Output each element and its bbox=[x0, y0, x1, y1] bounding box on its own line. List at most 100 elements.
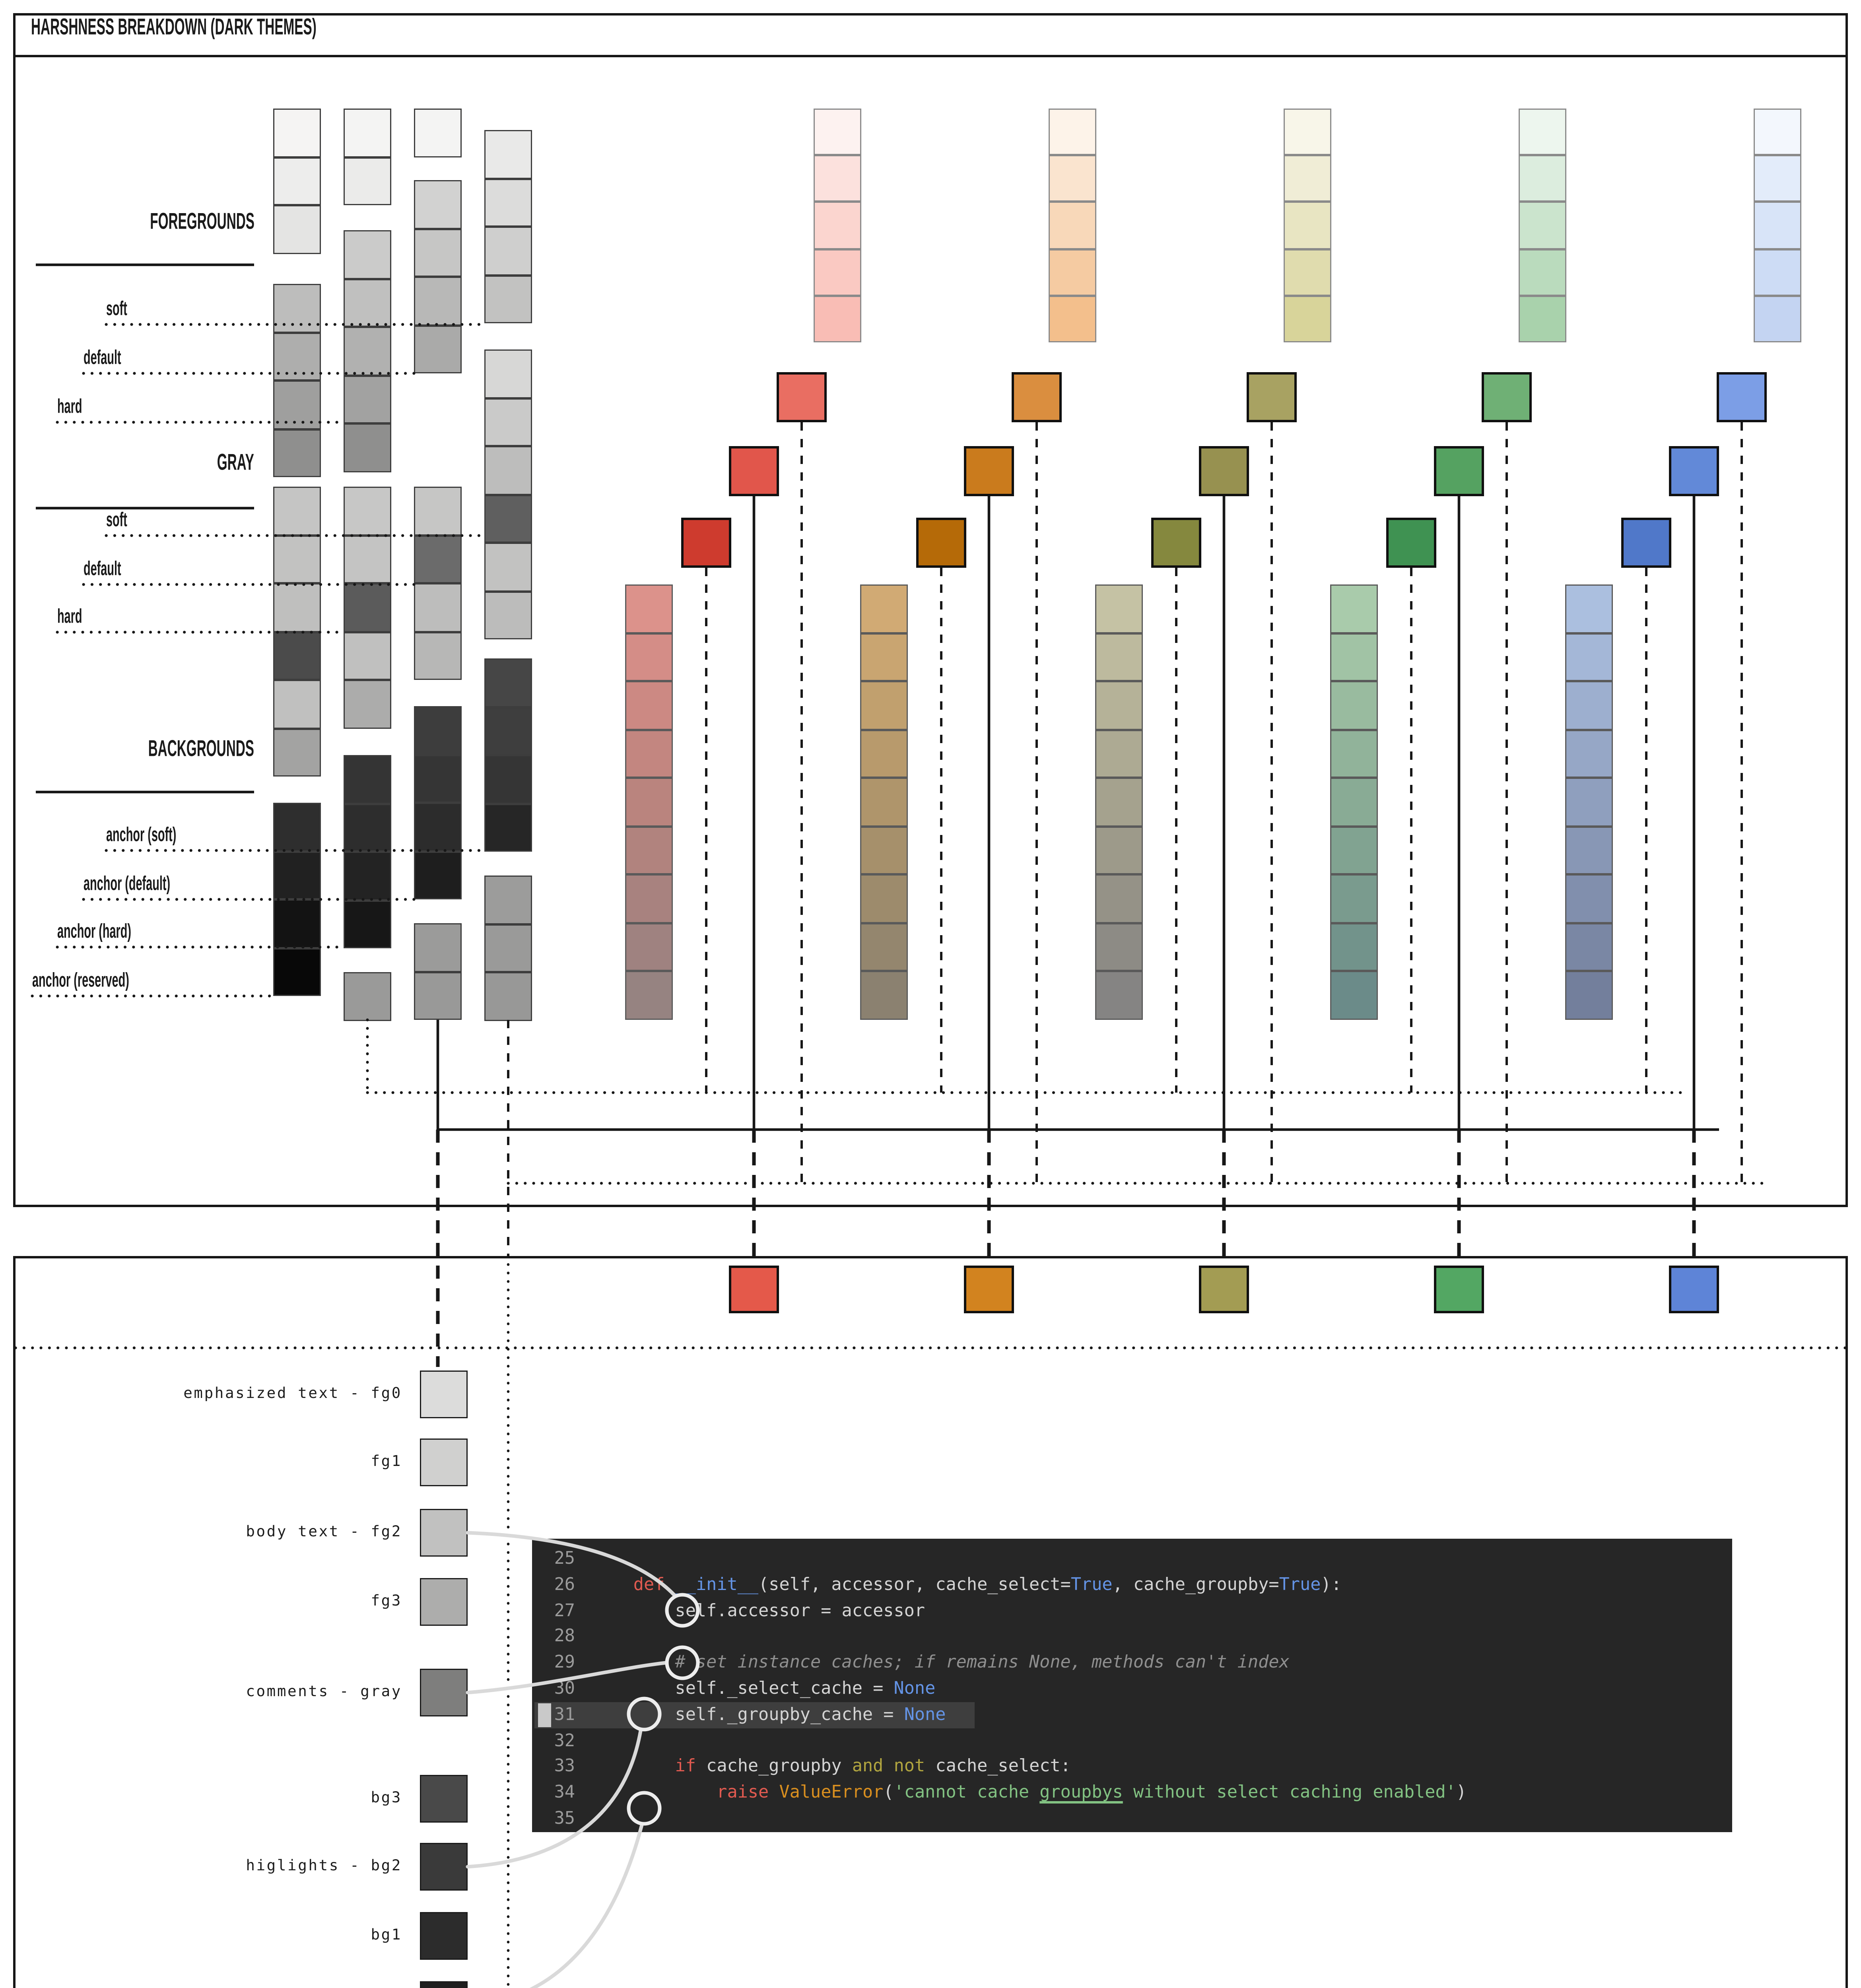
gray-col4-cell bbox=[484, 398, 532, 446]
legend-swatch-fg2 bbox=[420, 1509, 468, 1557]
row-label-text: default bbox=[84, 346, 121, 369]
code-text: self._select_cache = None bbox=[592, 1679, 936, 1699]
gray-col1-cell bbox=[273, 899, 321, 948]
muted-cell-orange bbox=[860, 922, 908, 971]
gray-col4-cell bbox=[484, 227, 532, 275]
row-label-foregrounds-1: default bbox=[84, 346, 134, 370]
line-number: 32 bbox=[554, 1731, 575, 1751]
tint-cell-red bbox=[814, 202, 861, 249]
row-label-backgrounds-0: anchor (soft) bbox=[106, 823, 201, 847]
gray-col3-cell bbox=[414, 583, 462, 632]
line-number: 35 bbox=[554, 1809, 575, 1829]
tint-cell-orange bbox=[1049, 155, 1096, 202]
swatch-orange-default bbox=[964, 446, 1014, 496]
tint-cell-green bbox=[1519, 109, 1566, 155]
gray-col4-cell bbox=[484, 707, 532, 755]
muted-cell-olive bbox=[1095, 826, 1143, 874]
gray-col1-cell bbox=[273, 157, 321, 205]
legend-label-fg1: fg1 bbox=[371, 1452, 402, 1470]
swatch-olive-hard bbox=[1151, 518, 1201, 568]
gray-col4-cell bbox=[484, 658, 532, 707]
gray-col4-cell bbox=[484, 876, 532, 924]
line-number: 33 bbox=[554, 1757, 575, 1777]
muted-cell-blue bbox=[1565, 729, 1613, 778]
gray-col4-cell bbox=[484, 494, 532, 543]
gray-col1-cell bbox=[273, 205, 321, 254]
gray-col1-cell bbox=[273, 583, 321, 632]
anchor-swatch-orange bbox=[964, 1266, 1014, 1313]
section-title-foregrounds: FOREGROUNDS bbox=[36, 209, 254, 235]
legend-swatch-bg1 bbox=[420, 1912, 468, 1960]
gray-col3-cell bbox=[414, 803, 462, 851]
gray-col2-cell bbox=[344, 375, 391, 423]
gray-col1-cell bbox=[273, 851, 321, 899]
swatch-green-default bbox=[1434, 446, 1484, 496]
muted-cell-green bbox=[1330, 874, 1378, 923]
row-label-text: soft bbox=[106, 508, 127, 531]
muted-cell-orange bbox=[860, 633, 908, 681]
section-title-label: GRAY bbox=[217, 450, 254, 476]
muted-cell-green bbox=[1330, 681, 1378, 730]
gray-col3-cell bbox=[414, 277, 462, 325]
page-title: HARSHNESS BREAKDOWN (DARK THEMES) bbox=[31, 14, 317, 41]
muted-cell-green bbox=[1330, 971, 1378, 1019]
muted-cell-blue bbox=[1565, 633, 1613, 681]
tint-cell-red bbox=[814, 155, 861, 202]
swatch-orange-hard bbox=[916, 518, 966, 568]
section-title-backgrounds: BACKGROUNDS bbox=[36, 736, 254, 762]
gray-col2-cell bbox=[344, 755, 391, 804]
muted-cell-olive bbox=[1095, 971, 1143, 1019]
line-number: 34 bbox=[554, 1783, 575, 1803]
muted-cell-blue bbox=[1565, 584, 1613, 633]
active-line-highlight bbox=[534, 1702, 975, 1728]
swatch-green-hard bbox=[1386, 518, 1436, 568]
code-text: self._groupby_cache = None bbox=[592, 1705, 946, 1725]
gray-col3-cell bbox=[414, 631, 462, 680]
tint-cell-green bbox=[1519, 295, 1566, 342]
line-number: 25 bbox=[554, 1549, 575, 1569]
code-line-34: 34 raise ValueError('cannot cache groupb… bbox=[532, 1780, 1732, 1806]
row-label-backgrounds-1: anchor (default) bbox=[84, 872, 201, 896]
gray-col1-cell bbox=[273, 631, 321, 680]
line-number: 26 bbox=[554, 1575, 575, 1595]
muted-cell-green bbox=[1330, 584, 1378, 633]
code-line-27: 27 self.accessor = accessor bbox=[532, 1598, 1732, 1624]
muted-cell-orange bbox=[860, 826, 908, 874]
muted-cell-red bbox=[625, 826, 673, 874]
legend-label-fg0: emphasized text - fg0 bbox=[183, 1384, 402, 1402]
tint-cell-olive bbox=[1284, 295, 1331, 342]
tint-cell-olive bbox=[1284, 202, 1331, 249]
muted-cell-olive bbox=[1095, 922, 1143, 971]
section-title-label: FOREGROUNDS bbox=[150, 209, 254, 235]
gray-col2-cell bbox=[344, 327, 391, 375]
muted-cell-green bbox=[1330, 729, 1378, 778]
gray-col1-cell bbox=[273, 381, 321, 429]
gray-col1-cell bbox=[273, 728, 321, 777]
gray-col2-cell bbox=[344, 109, 391, 157]
gray-col4-cell bbox=[484, 591, 532, 639]
muted-cell-olive bbox=[1095, 584, 1143, 633]
gray-col2-cell bbox=[344, 900, 391, 948]
legend-swatch-bg0 bbox=[420, 1981, 468, 1988]
tint-cell-orange bbox=[1049, 295, 1096, 342]
gray-col4-cell bbox=[484, 755, 532, 804]
legend-swatch-fg0 bbox=[420, 1371, 468, 1418]
gray-col2-cell bbox=[344, 535, 391, 583]
gray-col1-cell bbox=[273, 284, 321, 332]
gray-col2-cell bbox=[344, 278, 391, 327]
code-line-31: 31 self._groupby_cache = None bbox=[532, 1702, 1732, 1728]
code-text: # set instance caches; if remains None, … bbox=[675, 1653, 1290, 1673]
code-text: if cache_groupby and not cache_select: bbox=[675, 1757, 1071, 1777]
row-label-text: anchor (hard) bbox=[57, 919, 132, 942]
legend-label-gray: comments - gray bbox=[246, 1682, 402, 1700]
muted-cell-orange bbox=[860, 584, 908, 633]
line-number: 31 bbox=[554, 1705, 575, 1725]
gray-col4-cell bbox=[484, 972, 532, 1021]
muted-cell-orange bbox=[860, 874, 908, 923]
gray-col1-cell bbox=[273, 487, 321, 535]
gray-col2-cell bbox=[344, 230, 391, 279]
section-title-label: BACKGROUNDS bbox=[148, 736, 254, 762]
gray-col4-cell bbox=[484, 446, 532, 495]
row-label-text: anchor (reserved) bbox=[32, 968, 129, 991]
gray-col4-cell bbox=[484, 178, 532, 227]
